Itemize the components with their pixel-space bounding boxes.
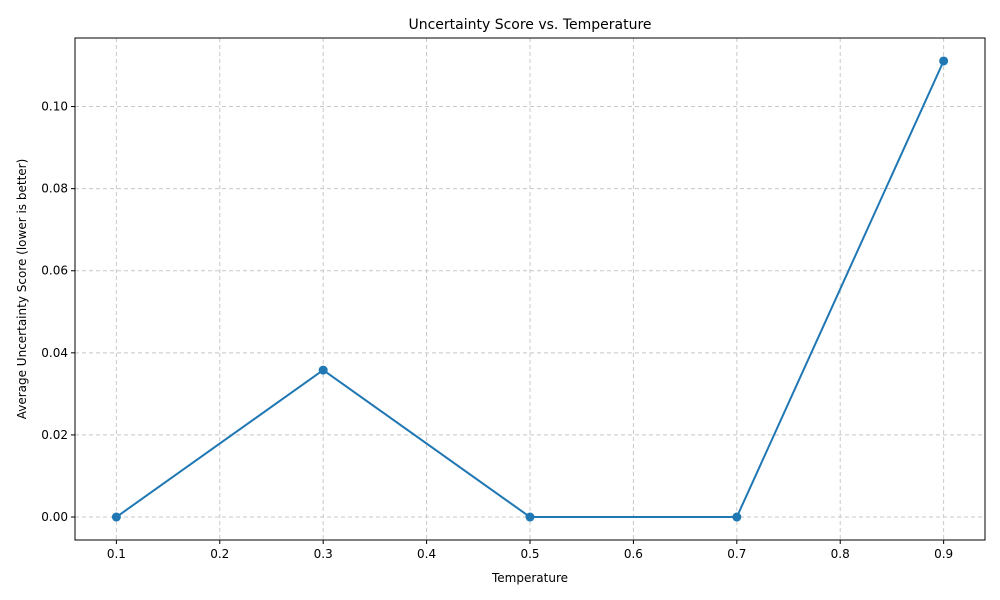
x-tick-label: 0.1 [107,547,126,561]
data-point [525,512,535,522]
y-axis-ticks: 0.00 0.02 0.04 0.06 0.08 0.10 [41,100,75,524]
y-tick-label: 0.08 [41,182,68,196]
y-tick-label: 0.00 [41,510,68,524]
y-tick-label: 0.06 [41,264,68,278]
x-tick-label: 0.8 [831,547,850,561]
grid [75,38,985,540]
x-tick-label: 0.2 [210,547,229,561]
x-tick-label: 0.5 [520,547,539,561]
y-axis-label: Average Uncertainty Score (lower is bett… [15,159,29,420]
x-tick-label: 0.3 [314,547,333,561]
y-tick-label: 0.10 [41,100,68,114]
data-point [318,365,328,375]
x-axis-ticks: 0.1 0.2 0.3 0.4 0.5 0.6 0.7 0.8 0.9 [107,540,953,561]
series [111,56,949,522]
x-axis-label: Temperature [491,571,568,585]
y-tick-label: 0.04 [41,346,68,360]
data-point [111,512,121,522]
plot-frame [74,37,986,541]
x-tick-label: 0.9 [934,547,953,561]
x-tick-label: 0.6 [624,547,643,561]
chart-title: Uncertainty Score vs. Temperature [408,17,651,33]
y-tick-label: 0.02 [41,428,68,442]
data-point [732,512,742,522]
x-tick-label: 0.4 [417,547,436,561]
data-point [939,56,949,66]
x-tick-label: 0.7 [727,547,746,561]
